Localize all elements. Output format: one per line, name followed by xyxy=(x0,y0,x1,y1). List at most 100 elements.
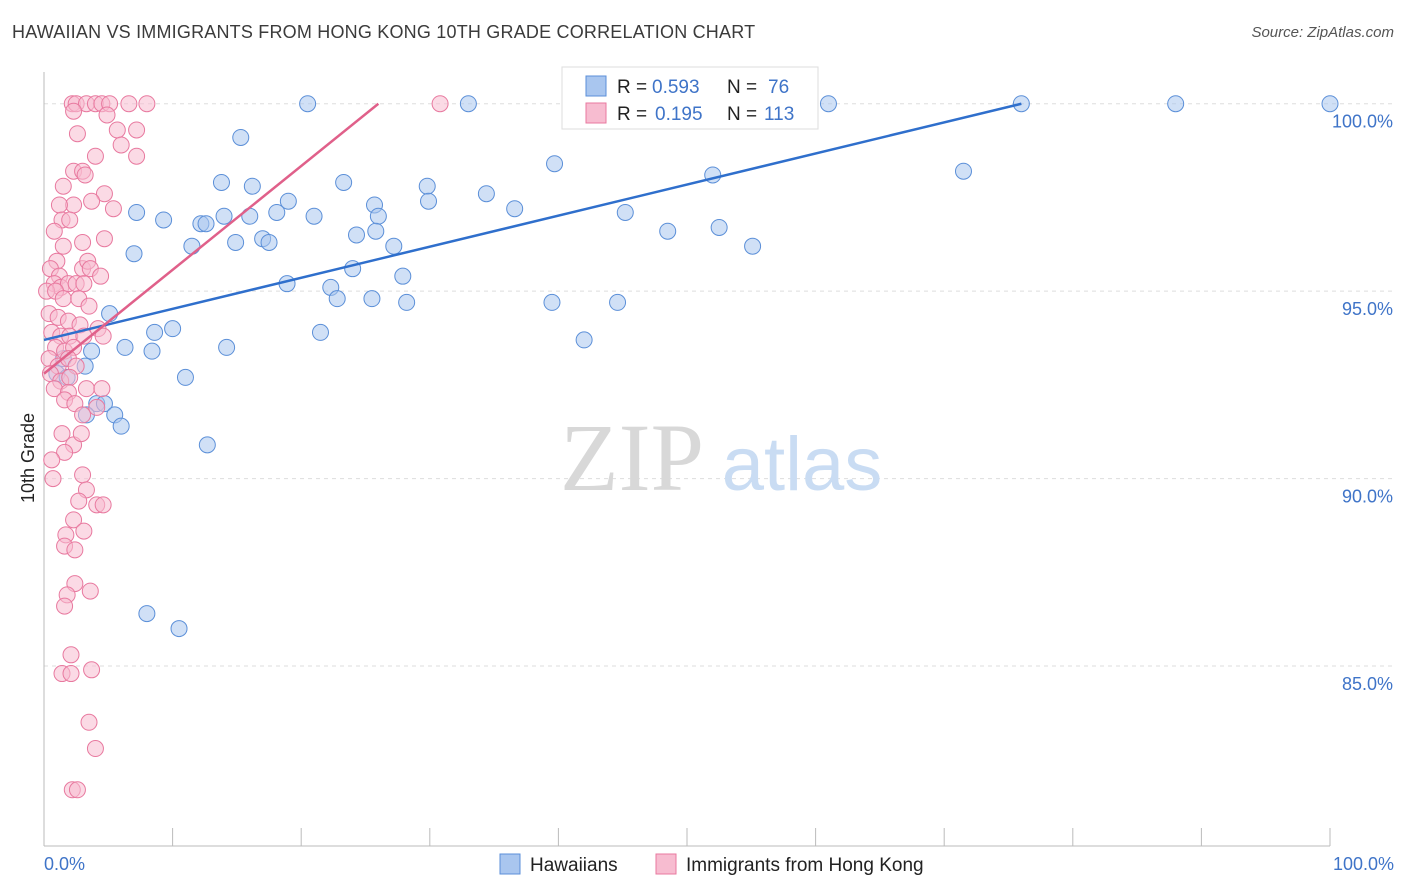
hawaiians-point xyxy=(1167,95,1185,113)
hong-kong-point xyxy=(80,713,98,731)
hong-kong-point xyxy=(70,492,88,510)
hong-kong-point xyxy=(88,398,106,416)
hawaiians-point xyxy=(125,245,143,263)
hong-kong-point xyxy=(431,95,449,113)
hong-kong-point xyxy=(68,781,86,799)
hawaiians-point xyxy=(279,192,297,210)
hong-kong-point xyxy=(75,522,93,540)
legend-r-label-1: R = xyxy=(617,77,647,98)
hawaiians-point xyxy=(609,293,627,311)
hawaiians-point xyxy=(546,155,564,173)
hawaiians-point xyxy=(616,203,634,221)
hawaiians-point xyxy=(128,203,146,221)
legend-n-label-2: N = xyxy=(727,104,757,125)
hawaiians-point xyxy=(710,218,728,236)
hawaiians-point xyxy=(268,203,286,221)
hawaiians-point xyxy=(311,323,329,341)
legend-r-value-2: 0.195 xyxy=(655,104,703,125)
hawaiians-point xyxy=(744,237,762,255)
hong-kong-point xyxy=(75,275,93,293)
hawaiians-point xyxy=(116,338,134,356)
hawaiians-point xyxy=(143,342,161,360)
y-axis-label: 10th Grade xyxy=(18,413,38,503)
hong-kong-point xyxy=(128,121,146,139)
chart-title: HAWAIIAN VS IMMIGRANTS FROM HONG KONG 10… xyxy=(12,22,756,42)
hawaiians-point xyxy=(212,173,230,191)
hong-kong-point xyxy=(138,95,156,113)
hong-kong-point xyxy=(92,267,110,285)
hawaiians-point xyxy=(367,222,385,240)
hong-kong-point xyxy=(62,665,80,683)
trendline-immigrants-hong-kong xyxy=(43,102,380,375)
hawaiians-point xyxy=(347,226,365,244)
hawaiians-point xyxy=(112,417,130,435)
hong-kong-point xyxy=(112,136,130,154)
hong-kong-point xyxy=(66,541,84,559)
y-tick-label-0: 100.0% xyxy=(1332,112,1393,132)
hawaiians-point xyxy=(477,185,495,203)
hong-kong-point xyxy=(56,597,74,615)
hong-kong-point xyxy=(94,496,112,514)
legend-n-label-1: N = xyxy=(727,77,757,98)
hawaiians-point xyxy=(363,290,381,308)
hong-kong-point xyxy=(83,661,101,679)
hong-kong-point xyxy=(44,470,62,488)
hong-kong-point xyxy=(56,443,74,461)
hawaiians-point xyxy=(819,95,837,113)
hong-kong-point xyxy=(65,511,83,529)
hong-kong-point xyxy=(86,147,104,165)
bottom-legend-swatch-hawaiians xyxy=(499,853,521,875)
watermark-zip: ZIP xyxy=(560,404,704,511)
legend-r-value-1: 0.593 xyxy=(652,77,700,98)
x-axis-ticks xyxy=(43,828,1331,846)
hong-kong-point xyxy=(54,237,72,255)
hong-kong-point xyxy=(104,200,122,218)
source-label: Source: ZipAtlas.com xyxy=(1251,24,1394,41)
hawaiians-point xyxy=(218,338,236,356)
y-tick-label-3: 85.0% xyxy=(1342,674,1393,694)
hawaiians-point xyxy=(659,222,677,240)
hawaiians-point xyxy=(176,368,194,386)
hawaiians-point xyxy=(398,293,416,311)
hawaiians-point xyxy=(232,128,250,146)
hawaiians-point xyxy=(506,200,524,218)
legend-n-value-1: 76 xyxy=(768,77,789,98)
hawaiians-point xyxy=(227,233,245,251)
legend-swatch-pink xyxy=(585,102,607,124)
y-tick-label-2: 90.0% xyxy=(1342,487,1393,507)
hawaiians-point xyxy=(305,207,323,225)
bottom-legend-label-hawaiians: Hawaiians xyxy=(530,855,618,876)
legend-r-label-2: R = xyxy=(617,104,647,125)
hawaiians-point xyxy=(138,605,156,623)
hawaiians-point xyxy=(243,177,261,195)
y-tick-label-1: 95.0% xyxy=(1342,299,1393,319)
legend-swatch-blue xyxy=(585,75,607,97)
hong-kong-point xyxy=(74,466,92,484)
hong-kong-point xyxy=(53,425,71,443)
hong-kong-point xyxy=(45,222,63,240)
hawaiians-point xyxy=(299,95,317,113)
bottom-legend-swatch-hong-kong xyxy=(655,853,677,875)
stats-legend: R = 0.593 N = 76 R = 0.195 N = 113 xyxy=(561,66,819,130)
hong-kong-point xyxy=(128,147,146,165)
hawaiians-point xyxy=(83,342,101,360)
hong-kong-point xyxy=(76,166,94,184)
hawaiians-point xyxy=(954,162,972,180)
hong-kong-point xyxy=(61,368,79,386)
legend-n-value-2: 113 xyxy=(764,104,794,125)
hong-kong-point xyxy=(65,196,83,214)
hong-kong-point xyxy=(72,425,90,443)
hong-kong-point xyxy=(95,185,113,203)
hawaiians-point xyxy=(183,237,201,255)
hong-kong-point xyxy=(86,740,104,758)
hong-kong-point xyxy=(98,106,116,124)
hawaiians-point xyxy=(575,331,593,349)
hawaiians-point xyxy=(164,320,182,338)
hawaiians-point xyxy=(197,215,215,233)
hong-kong-point xyxy=(81,582,99,600)
hawaiians-point xyxy=(418,177,436,195)
bottom-legend-label-hong-kong: Immigrants from Hong Kong xyxy=(686,855,924,876)
hong-kong-point xyxy=(54,290,72,308)
hong-kong-point xyxy=(65,102,83,120)
hawaiians-point xyxy=(459,95,477,113)
